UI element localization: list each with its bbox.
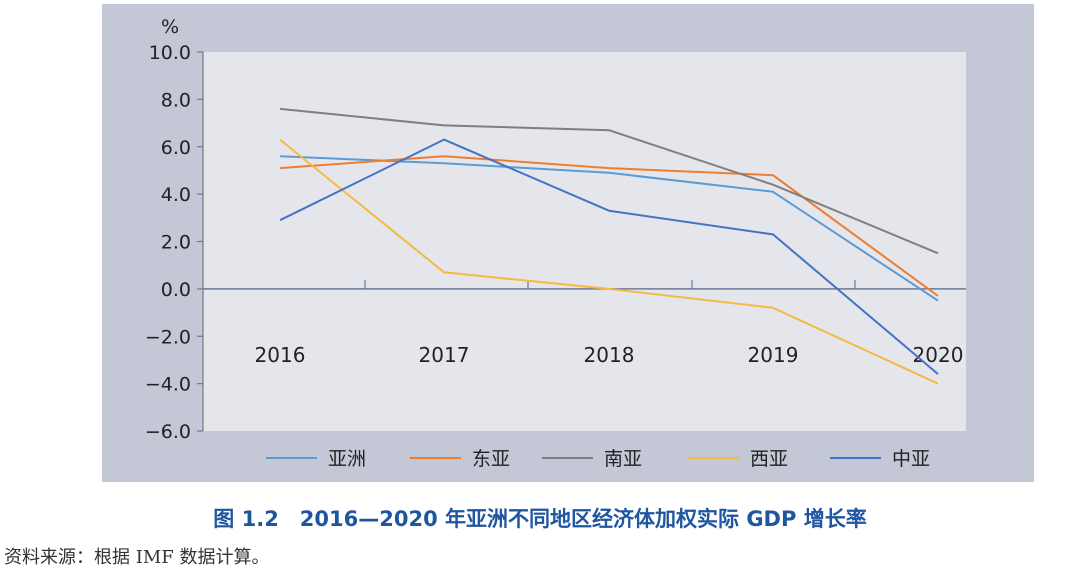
y-tick-label: −6.0 <box>145 421 191 443</box>
y-tick-label: 8.0 <box>161 89 191 111</box>
x-tick-label: 2019 <box>748 343 799 367</box>
x-tick-label: 2016 <box>255 343 306 367</box>
plot-area <box>203 52 966 431</box>
chart-panel: 10.0 8.0 6.0 4.0 2.0 0.0 −2.0 −4.0 −6.0% 2016 2017… <box>102 4 1034 482</box>
x-tick-label: 2017 <box>419 343 470 367</box>
y-tick-label: 4.0 <box>161 184 191 206</box>
legend-label: 东亚 <box>472 448 510 470</box>
y-tick-label: 6.0 <box>161 137 191 159</box>
x-tick-label: 2018 <box>584 343 635 367</box>
y-tick-label: −4.0 <box>145 374 191 396</box>
source-note: 资料来源：根据 IMF 数据计算。 <box>4 547 270 568</box>
series-line-中亚 <box>279 138 939 375</box>
legend-label: 西亚 <box>750 448 788 470</box>
series-line-东亚 <box>279 155 939 297</box>
figure-caption: 图 1.2 2016—2020 年亚洲不同地区经济体加权实际 GDP 增长率 <box>213 507 867 531</box>
line-chart: 10.0 8.0 6.0 4.0 2.0 0.0 −2.0 −4.0 −6.0% 2016 2017… <box>102 4 1034 482</box>
x-tick-label: 2020 <box>913 343 964 367</box>
legend-label: 南亚 <box>604 448 642 470</box>
y-tick-label: 0.0 <box>161 279 191 301</box>
legend-label: 中亚 <box>892 448 930 470</box>
y-tick-label: 2.0 <box>161 232 191 254</box>
y-axis-label: % <box>161 16 179 38</box>
series-line-南亚 <box>279 107 939 255</box>
legend-label: 亚洲 <box>328 448 366 470</box>
series-line-西亚 <box>279 138 939 385</box>
y-tick-label: 10.0 <box>149 42 191 64</box>
y-tick-label: −2.0 <box>145 326 191 348</box>
